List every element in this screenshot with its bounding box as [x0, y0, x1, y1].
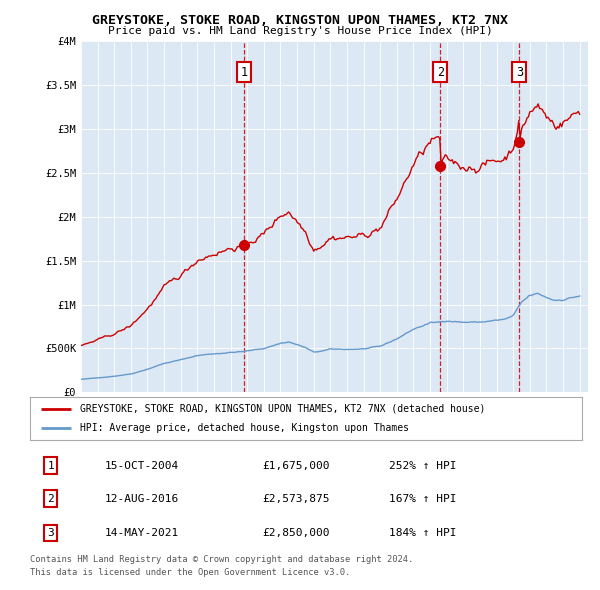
Text: 2: 2 [437, 65, 444, 78]
Text: 167% ↑ HPI: 167% ↑ HPI [389, 494, 457, 504]
Text: This data is licensed under the Open Government Licence v3.0.: This data is licensed under the Open Gov… [30, 568, 350, 577]
Text: 15-OCT-2004: 15-OCT-2004 [104, 461, 179, 470]
Text: 184% ↑ HPI: 184% ↑ HPI [389, 527, 457, 537]
Text: 1: 1 [47, 461, 55, 470]
Text: 3: 3 [47, 527, 55, 537]
Text: 12-AUG-2016: 12-AUG-2016 [104, 494, 179, 504]
Text: Contains HM Land Registry data © Crown copyright and database right 2024.: Contains HM Land Registry data © Crown c… [30, 555, 413, 564]
Text: 2: 2 [47, 494, 55, 504]
Text: HPI: Average price, detached house, Kingston upon Thames: HPI: Average price, detached house, King… [80, 423, 409, 433]
Text: 252% ↑ HPI: 252% ↑ HPI [389, 461, 457, 470]
Text: £2,573,875: £2,573,875 [262, 494, 329, 504]
Text: Price paid vs. HM Land Registry's House Price Index (HPI): Price paid vs. HM Land Registry's House … [107, 27, 493, 36]
Text: GREYSTOKE, STOKE ROAD, KINGSTON UPON THAMES, KT2 7NX (detached house): GREYSTOKE, STOKE ROAD, KINGSTON UPON THA… [80, 404, 485, 414]
Text: £2,850,000: £2,850,000 [262, 527, 329, 537]
Text: 3: 3 [516, 65, 523, 78]
Text: £1,675,000: £1,675,000 [262, 461, 329, 470]
Text: 1: 1 [240, 65, 247, 78]
Text: 14-MAY-2021: 14-MAY-2021 [104, 527, 179, 537]
Text: GREYSTOKE, STOKE ROAD, KINGSTON UPON THAMES, KT2 7NX: GREYSTOKE, STOKE ROAD, KINGSTON UPON THA… [92, 14, 508, 27]
